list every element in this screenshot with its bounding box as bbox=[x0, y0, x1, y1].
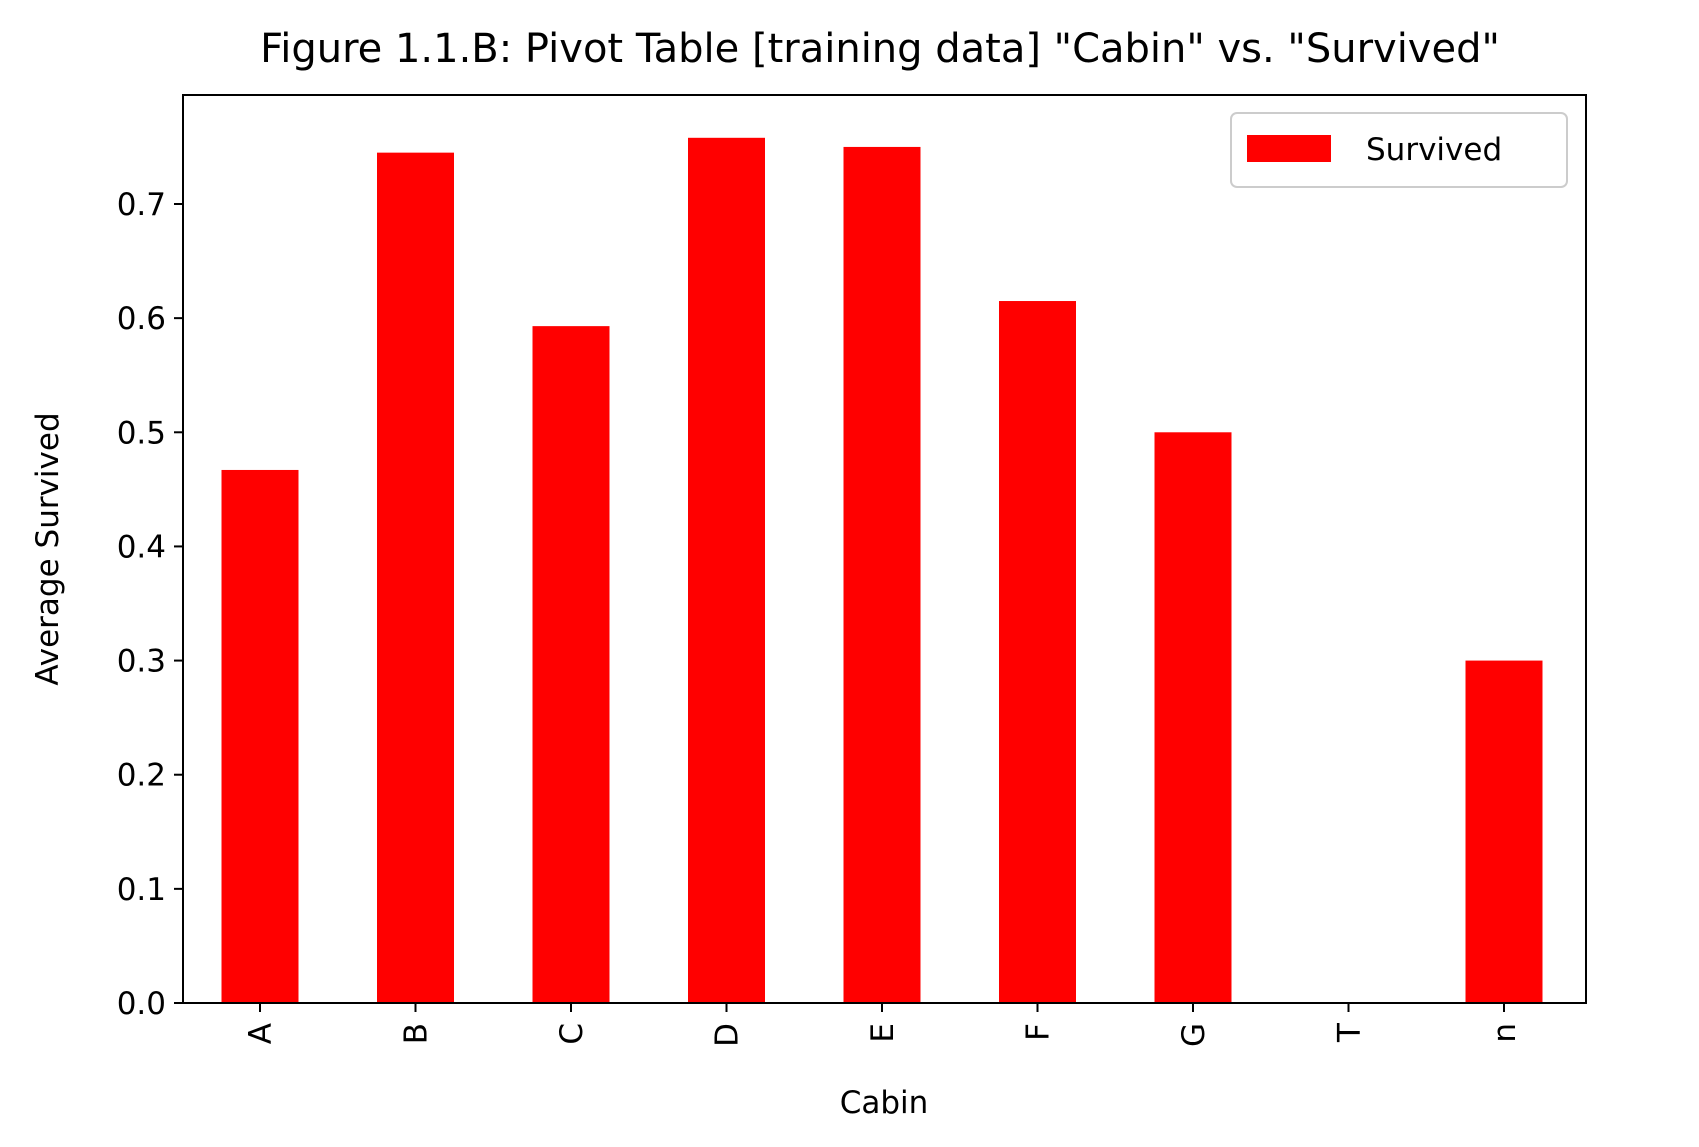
bar-n bbox=[1465, 660, 1543, 1003]
x-tick-label-A: A bbox=[243, 1023, 279, 1044]
legend-box bbox=[1230, 112, 1568, 188]
bar-A bbox=[221, 469, 299, 1003]
x-tick-label-C: C bbox=[554, 1023, 590, 1045]
legend: Survived bbox=[1230, 112, 1568, 188]
x-tick-label-n: n bbox=[1487, 1023, 1523, 1043]
bar-C bbox=[532, 326, 610, 1003]
y-tick-label: 0.7 bbox=[117, 187, 166, 223]
y-axis-label: Average Survived bbox=[30, 412, 66, 685]
x-tick-label-F: F bbox=[1021, 1023, 1057, 1041]
legend-label: Survived bbox=[1366, 132, 1502, 168]
bar-D bbox=[688, 137, 765, 1003]
bar-B bbox=[377, 152, 454, 1004]
bar-F bbox=[999, 301, 1076, 1004]
x-tick-label-E: E bbox=[865, 1023, 901, 1043]
chart-title: Figure 1.1.B: Pivot Table [training data… bbox=[260, 26, 1500, 72]
bars-group bbox=[221, 137, 1543, 1004]
y-tick-label: 0.4 bbox=[117, 529, 166, 565]
y-axis-ticks: 0.0 0.1 0.2 0.3 0.4 0.5 0.6 0.7 bbox=[117, 187, 183, 1022]
bar-E bbox=[843, 146, 921, 1003]
bar-G bbox=[1154, 432, 1232, 1003]
x-tick-label-G: G bbox=[1176, 1023, 1212, 1047]
y-tick-label: 0.5 bbox=[117, 415, 166, 451]
y-tick-label: 0.6 bbox=[117, 301, 166, 337]
y-tick-label: 0.2 bbox=[117, 758, 166, 794]
x-tick-label-B: B bbox=[399, 1023, 435, 1044]
y-tick-label: 0.0 bbox=[117, 986, 166, 1022]
plot-frame bbox=[182, 94, 1587, 1004]
x-tick-label-T: T bbox=[1332, 1022, 1368, 1043]
legend-swatch bbox=[1247, 135, 1331, 162]
x-tick-label-D: D bbox=[710, 1023, 746, 1047]
x-axis-label: Cabin bbox=[840, 1085, 929, 1121]
y-tick-label: 0.1 bbox=[117, 872, 166, 908]
y-tick-label: 0.3 bbox=[117, 644, 166, 680]
